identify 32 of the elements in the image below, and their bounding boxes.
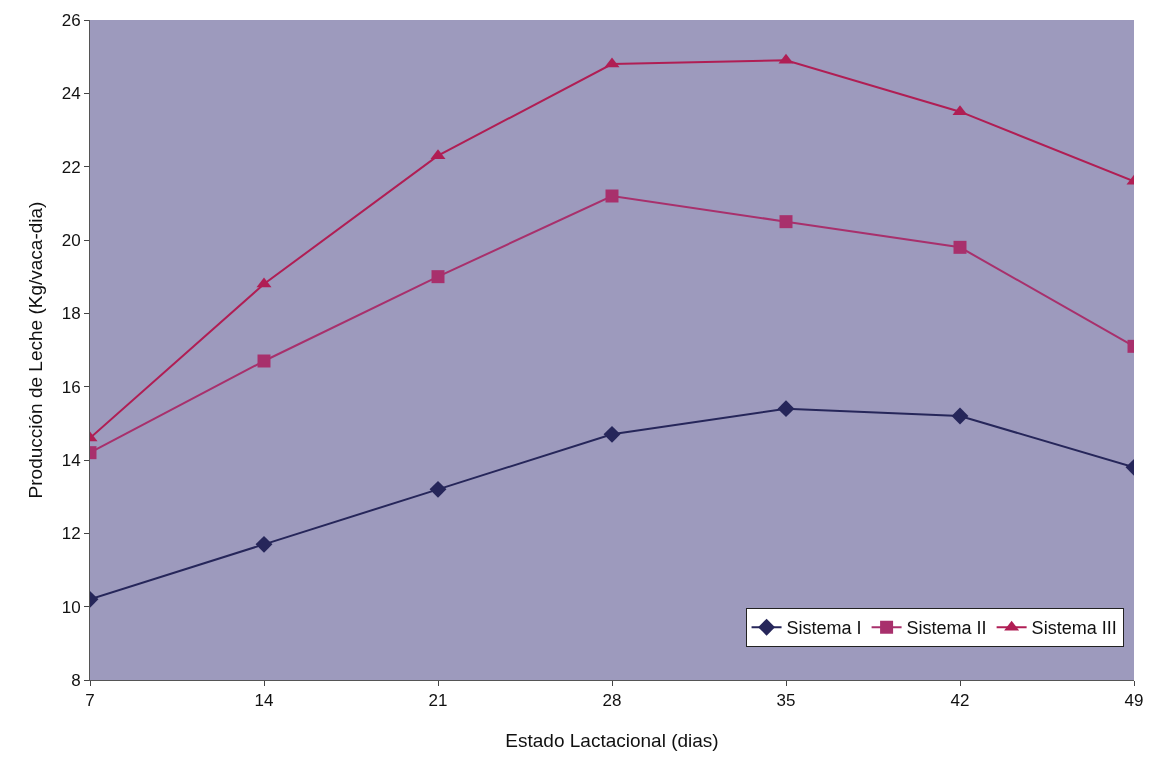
x-tick-label: 28 [602,691,622,711]
y-tick-label: 22 [61,157,81,177]
legend-label: Sistema II [906,618,987,639]
point [603,425,621,443]
point [605,189,619,203]
legend-label: Sistema I [786,618,862,639]
y-tick-label: 10 [61,597,81,617]
y-tick-label: 16 [61,377,81,397]
y-tick-label: 18 [61,304,81,324]
y-tick-label: 12 [61,524,81,544]
x-tick-label: 7 [85,691,95,711]
y-tick-label: 26 [61,10,81,30]
y-axis-title: Producción de Leche (Kg/vaca-dia) [25,201,46,499]
point [255,535,273,553]
legend-label: Sistema III [1031,618,1117,639]
point [777,400,795,418]
x-tick-label: 49 [1124,691,1144,711]
x-tick-label: 14 [254,691,274,711]
x-tick-label: 21 [428,691,448,711]
y-tick-label: 20 [61,230,81,250]
point [257,354,271,368]
y-tick-label: 8 [71,670,81,690]
point [953,240,967,254]
x-tick-label: 42 [950,691,970,711]
point [429,480,447,498]
point [431,270,445,284]
y-tick-label: 14 [61,450,81,470]
x-tick-label: 35 [776,691,796,711]
y-tick-label: 24 [61,84,81,104]
point [951,407,969,425]
point [779,215,793,229]
x-axis-title: Estado Lactacional (dias) [505,730,719,751]
